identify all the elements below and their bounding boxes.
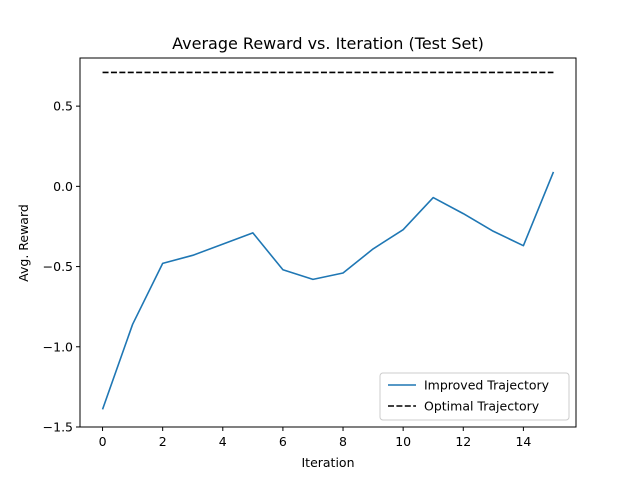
y-tick-label: 0.0 [53, 179, 73, 194]
y-tick-label: −0.5 [43, 259, 73, 274]
y-tick-label: −1.0 [43, 339, 73, 354]
series-line-improved-trajectory [101, 171, 555, 410]
x-tick-label: 14 [515, 434, 531, 449]
plot-area [79, 57, 577, 428]
chart-title: Average Reward vs. Iteration (Test Set) [172, 34, 484, 53]
y-tick-label: 0.5 [53, 99, 73, 114]
x-tick-label: 0 [99, 434, 107, 449]
x-tick-label: 8 [339, 434, 347, 449]
y-axis-label: Avg. Reward [16, 204, 31, 282]
x-tick-label: 4 [219, 434, 227, 449]
x-tick-label: 6 [279, 434, 287, 449]
x-tick-label: 12 [455, 434, 471, 449]
x-axis-label: Iteration [301, 455, 354, 470]
x-tick-label: 10 [395, 434, 411, 449]
legend-label: Improved Trajectory [424, 378, 550, 393]
x-tick-label: 2 [159, 434, 167, 449]
plot-frame [79, 57, 577, 428]
legend-label: Optimal Trajectory [424, 399, 540, 414]
y-axis: −1.5 −1.0 −0.5 0.0 0.5 [43, 99, 80, 435]
y-tick-label: −1.5 [43, 420, 73, 435]
legend-box [379, 372, 570, 421]
x-axis: 0 2 4 6 8 10 12 14 [99, 427, 531, 449]
series-layer [101, 71, 555, 410]
legend: Improved Trajectory Optimal Trajectory [379, 372, 570, 421]
